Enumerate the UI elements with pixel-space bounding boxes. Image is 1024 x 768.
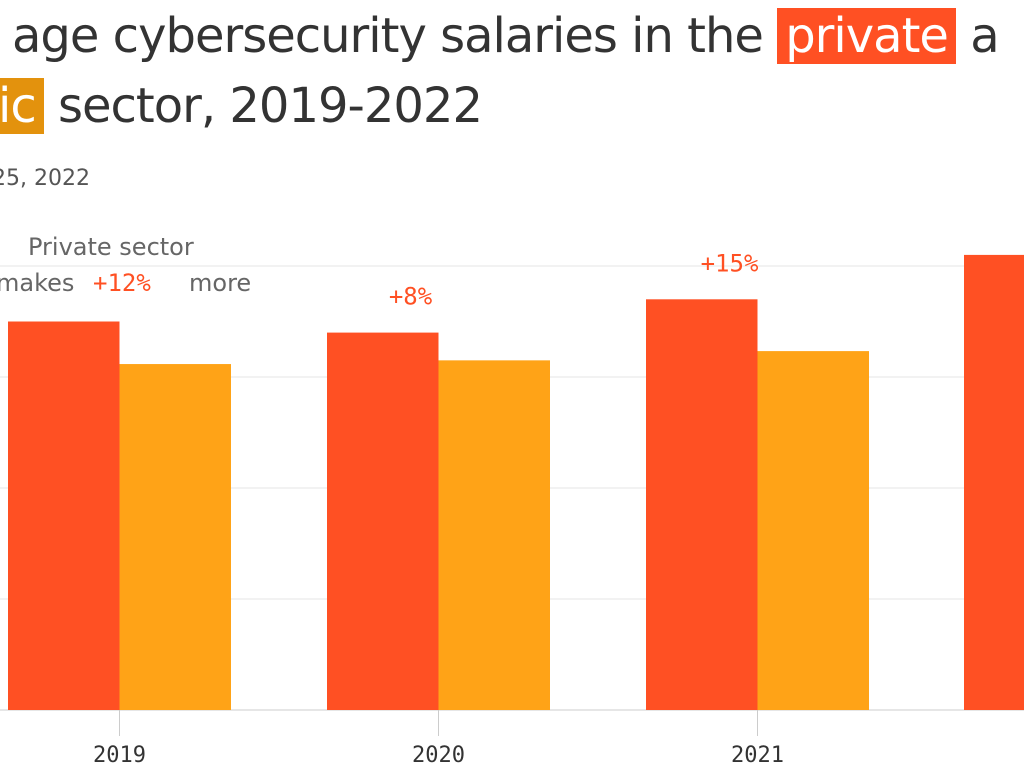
- annotation-pct: +12%: [93, 269, 151, 297]
- annotation-line-2-pre: makes: [0, 269, 74, 297]
- x-tick-label-2021: 2021: [731, 743, 784, 768]
- annotation-line-2-post: more: [189, 269, 251, 297]
- x-axis: 2019202020212022: [93, 710, 784, 768]
- bar-private-2019: [8, 321, 120, 710]
- annotation: Private sector makes +12% more: [0, 233, 251, 297]
- annotation-line-1: Private sector: [28, 233, 194, 261]
- bar-label-2020: +8%: [389, 283, 433, 311]
- bar-labels: +8% +15%: [389, 249, 759, 310]
- bar-public-2019: [119, 364, 231, 710]
- bar-public-2021: [757, 351, 869, 710]
- bar-private-2022: [964, 254, 1024, 710]
- bar-public-2020: [438, 360, 550, 710]
- bar-label-2021: +15%: [701, 249, 759, 277]
- chart-date: 25, 2022: [0, 166, 90, 191]
- chart-title-line-2: ic sector, 2019-2022: [0, 76, 483, 136]
- title-public-highlight: ic: [0, 78, 44, 134]
- chart-title-line-1: age cybersecurity salaries in the privat…: [12, 6, 1000, 66]
- title-private-highlight: private: [777, 8, 956, 64]
- title-text-3: sector, 2019-2022: [58, 78, 483, 134]
- x-tick-label-2019: 2019: [93, 743, 146, 768]
- title-text-1: age cybersecurity salaries in the: [12, 8, 764, 64]
- bar-private-2021: [646, 299, 758, 710]
- bar-private-2020: [327, 332, 439, 710]
- title-text-2: a: [970, 8, 999, 64]
- bars: [8, 254, 1024, 710]
- x-tick-label-2020: 2020: [412, 743, 465, 768]
